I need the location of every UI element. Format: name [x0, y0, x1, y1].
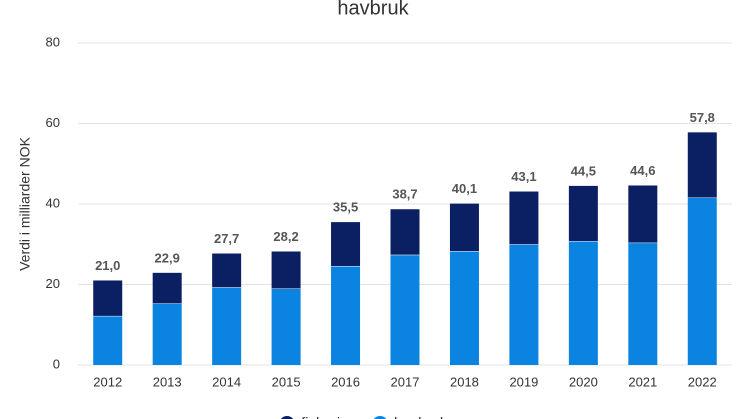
x-tick-label: 2018	[450, 374, 479, 389]
x-tick-label: 2019	[509, 374, 538, 389]
total-label: 35,5	[333, 200, 358, 215]
total-label: 28,2	[273, 229, 298, 244]
total-label: 43,1	[511, 169, 536, 184]
bar-segment	[93, 280, 123, 316]
total-label: 38,7	[392, 187, 417, 202]
y-tick-label: 20	[46, 276, 60, 291]
y-axis-label: Verdi i milliarder NOK	[17, 136, 33, 270]
bar-segment	[449, 251, 479, 365]
x-tick-label: 2012	[93, 374, 122, 389]
bar-segment	[331, 265, 361, 365]
bar-segment	[331, 222, 361, 266]
bar-segment	[687, 132, 717, 198]
bar-segment	[271, 288, 301, 365]
y-tick-label: 80	[46, 34, 60, 49]
x-tick-label: 2017	[391, 374, 420, 389]
total-label: 22,9	[155, 250, 180, 265]
x-tick-label: 2022	[688, 374, 717, 389]
total-label: 57,8	[690, 110, 715, 125]
total-label: 27,7	[214, 231, 239, 246]
total-label: 40,1	[452, 181, 477, 196]
bar-segment	[509, 191, 539, 245]
y-tick-label: 60	[46, 115, 60, 130]
bar-segment	[687, 197, 717, 365]
bar-segment	[509, 244, 539, 365]
x-tick-label: 2015	[272, 374, 301, 389]
bar-segment	[152, 272, 182, 304]
x-tick-label: 2021	[628, 374, 657, 389]
x-tick-label: 2020	[569, 374, 598, 389]
x-tick-label: 2016	[331, 374, 360, 389]
x-tick-label: 2014	[212, 374, 241, 389]
legend-swatch	[280, 416, 294, 419]
bar-segment	[271, 251, 301, 289]
bar-segment	[390, 254, 420, 365]
bar-segment	[449, 203, 479, 252]
bar-segment	[152, 303, 182, 365]
legend-label: havbruk	[394, 415, 448, 419]
x-tick-label: 2013	[153, 374, 182, 389]
total-label: 21,0	[95, 258, 120, 273]
bar-segment	[568, 241, 598, 365]
bar-segment	[212, 287, 242, 365]
legend-label: fiskeri	[301, 415, 340, 419]
bar-segment	[628, 185, 658, 243]
y-tick-label: 40	[46, 195, 60, 210]
total-label: 44,6	[630, 163, 655, 178]
legend-swatch	[373, 416, 387, 419]
total-label: 44,5	[571, 163, 596, 178]
bar-segment	[390, 209, 420, 255]
y-tick-label: 0	[53, 356, 60, 371]
bar-segment	[628, 242, 658, 365]
bar-segment	[568, 185, 598, 242]
bar-segment	[212, 253, 242, 288]
chart-title: havbruk	[337, 0, 409, 19]
bar-segment	[93, 315, 123, 365]
